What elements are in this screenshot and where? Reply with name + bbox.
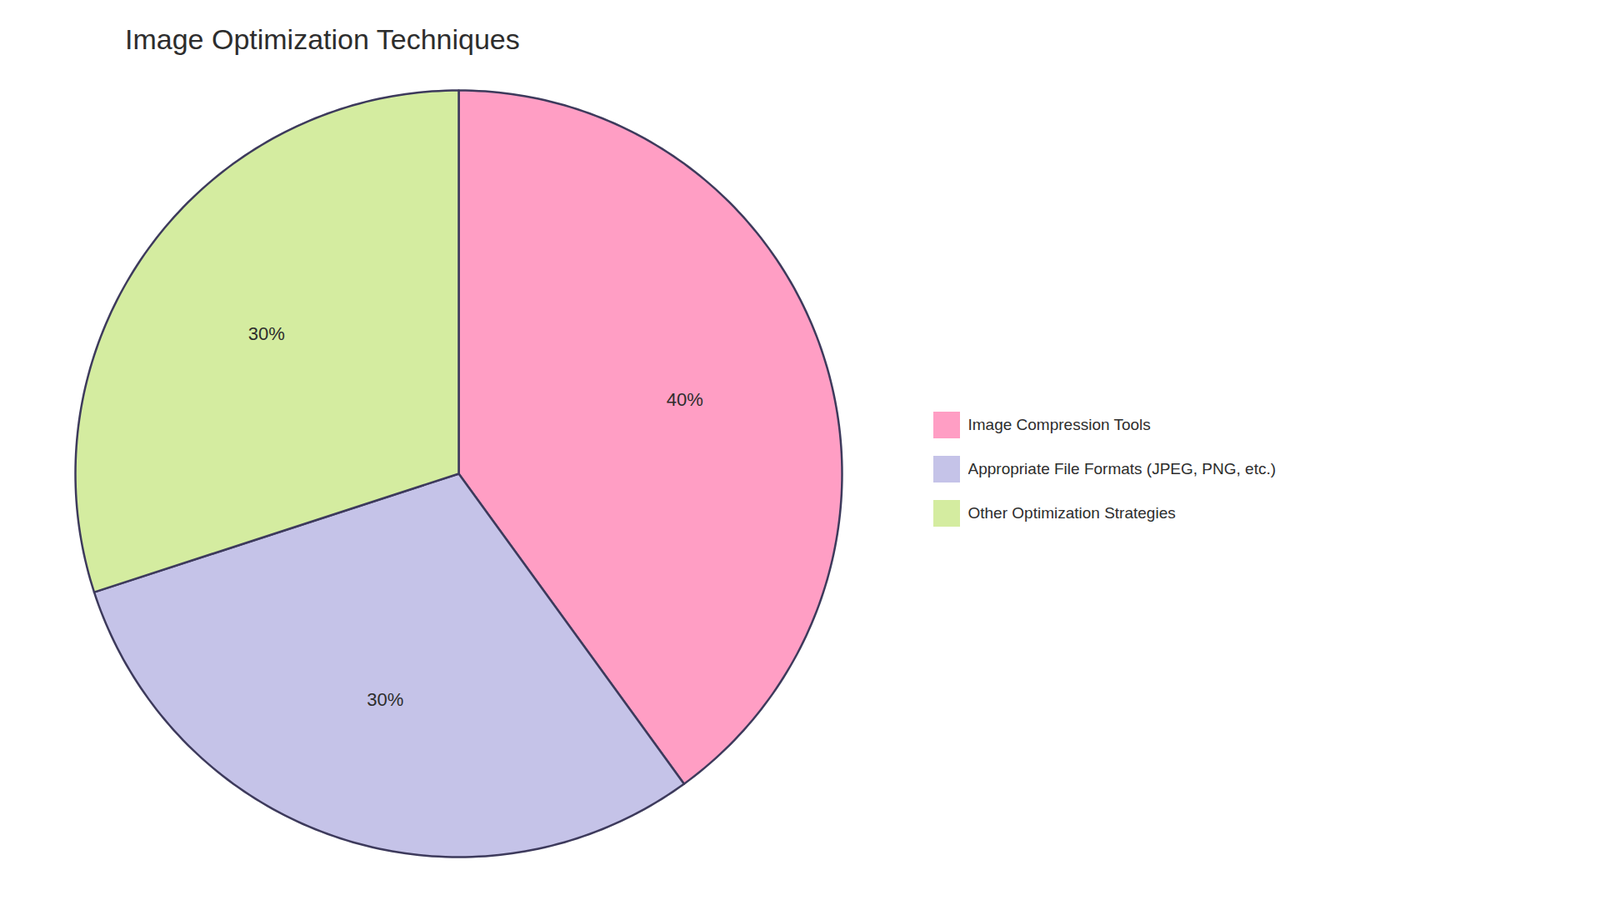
svg-text:30%: 30% [248,323,285,345]
html-text:Appropriate File Formats (JPEG: Appropriate File Formats (JPEG, PNG, etc… [967,459,1276,478]
html-text:Image Optimization Techniques: Image Optimization Techniques [125,23,520,55]
svg-text:30%: 30% [366,689,404,710]
html-text:Image Compression Tools: Image Compression Tools [967,415,1151,434]
svg-text:40%: 40% [666,389,704,410]
html-text:Other Optimization Strategies: Other Optimization Strategies [967,504,1176,522]
